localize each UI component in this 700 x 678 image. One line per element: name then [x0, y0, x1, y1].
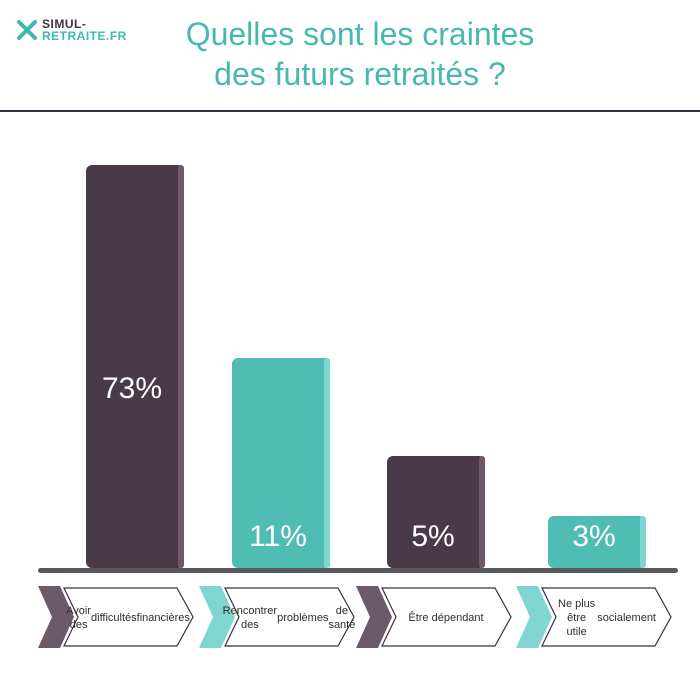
bar-1-value-label: 73%	[102, 372, 162, 405]
category-4-label-line: Ne plus être utile	[558, 598, 596, 638]
bar-4-side	[640, 516, 646, 568]
category-2-label-line: Rencontrer des	[222, 605, 278, 631]
category-3-label: Être dépendant	[396, 590, 496, 646]
category-3-label-line: Être dépendant	[408, 612, 484, 624]
category-1-label-line: Avoir des	[66, 605, 92, 631]
category-3-chevron	[356, 586, 392, 648]
category-3-label-box	[381, 587, 512, 647]
category-1-label-line: difficultés	[91, 612, 137, 624]
title-divider	[0, 110, 700, 112]
page-title: Quelles sont les craintes des futurs ret…	[150, 14, 570, 94]
bar-4-value-label: 3%	[572, 520, 615, 553]
category-2-label-box	[224, 587, 355, 647]
category-4-label: Ne plus être utile socialement	[556, 590, 656, 646]
category-1-label-box	[63, 587, 194, 647]
category-2-label: Rencontrer des problèmes de santé	[223, 590, 356, 646]
bar-3-side	[479, 456, 485, 568]
brand-line-1: SIMUL-	[42, 17, 87, 31]
chart-baseline	[38, 568, 678, 573]
bar-2	[232, 358, 330, 568]
category-1-chevron	[38, 586, 74, 648]
bar-3-value-label: 5%	[411, 520, 454, 553]
bar-1	[86, 165, 184, 568]
brand-line-2: RETRAITE.FR	[42, 29, 127, 43]
brand-name: SIMUL- RETRAITE.FR	[42, 18, 127, 42]
category-2-chevron	[199, 586, 235, 648]
category-1-label-line: financières	[136, 612, 190, 624]
category-2-label-line: de santé	[328, 605, 356, 631]
title-line-1: Quelles sont les craintes	[185, 16, 535, 52]
bar-1-side	[178, 165, 184, 568]
category-2-label-line: problèmes	[277, 612, 329, 624]
category-4-chevron	[516, 586, 552, 648]
bar-3	[387, 456, 485, 568]
bar-2-value-label: 11%	[249, 520, 307, 553]
logo-cross-icon	[17, 20, 37, 40]
category-1-label: Avoir des difficultés financières	[66, 590, 190, 646]
category-4-label-box	[541, 587, 672, 647]
bar-2-side	[324, 358, 330, 568]
title-line-2: des futurs retraités ?	[214, 56, 506, 92]
category-4-label-line: socialement	[597, 612, 656, 624]
bar-4	[548, 516, 646, 568]
brand-logo: SIMUL- RETRAITE.FR	[16, 18, 127, 42]
